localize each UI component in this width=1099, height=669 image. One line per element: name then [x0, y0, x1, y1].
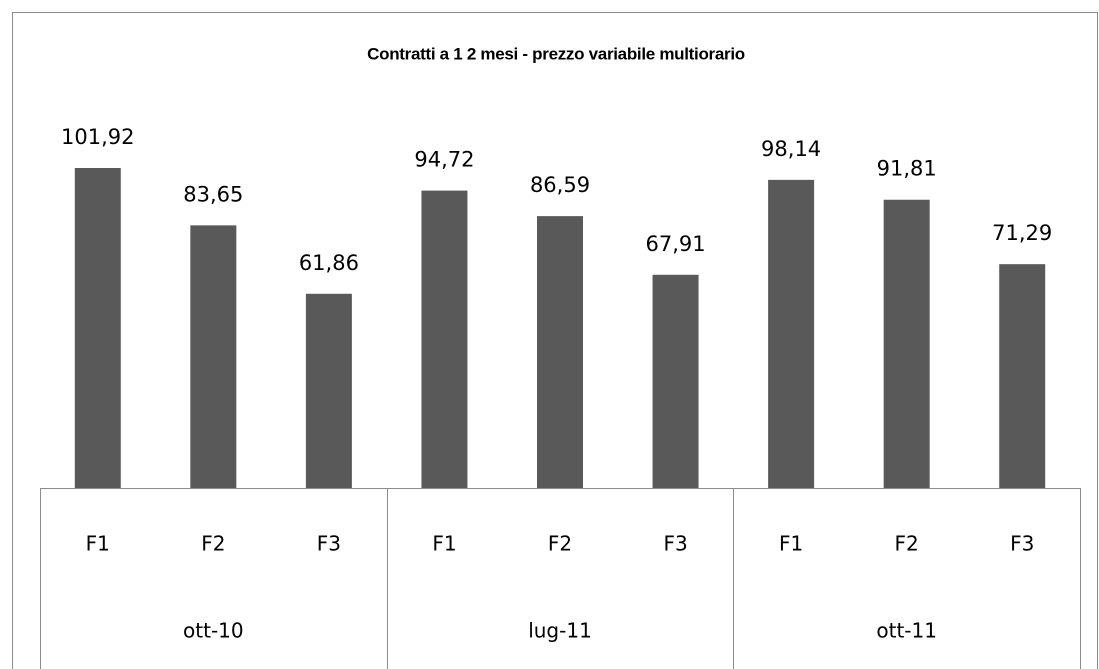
bar: [74, 168, 121, 488]
bar: [999, 264, 1046, 488]
x-tick-label: F2: [201, 532, 225, 556]
x-tick-label: F3: [317, 532, 341, 556]
x-tick-label: F2: [895, 532, 919, 556]
x-tick-label: F1: [86, 532, 110, 556]
x-tick-label: F1: [779, 532, 803, 556]
data-label: 67,91: [645, 232, 705, 256]
chart-title: Contratti a 1 2 mesi - prezzo variabile …: [367, 44, 745, 63]
group-label: ott-11: [876, 619, 937, 643]
bar: [883, 199, 930, 488]
data-label: 83,65: [183, 182, 243, 206]
data-label: 94,72: [414, 148, 474, 172]
data-label: 101,92: [61, 125, 134, 149]
x-tick-label: F3: [1010, 532, 1034, 556]
bar: [537, 216, 583, 488]
data-label: 98,14: [761, 137, 821, 161]
bar: [190, 225, 237, 488]
bar: [305, 293, 352, 488]
x-tick-label: F3: [663, 532, 687, 556]
data-label: 71,29: [992, 221, 1052, 245]
data-label: 86,59: [530, 173, 590, 197]
data-label: 61,86: [299, 251, 359, 275]
data-label: 91,81: [877, 157, 937, 181]
bar: [652, 274, 699, 488]
bar: [421, 190, 468, 489]
bar: [768, 179, 815, 488]
group-label: lug-11: [528, 619, 592, 643]
x-tick-label: F2: [548, 532, 572, 556]
group-label: ott-10: [183, 619, 244, 643]
chart-frame: [12, 12, 1098, 669]
x-tick-label: F1: [432, 532, 456, 556]
